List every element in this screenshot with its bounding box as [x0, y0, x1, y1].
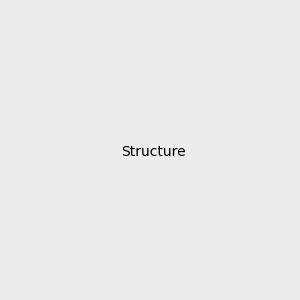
Text: Structure: Structure	[122, 145, 186, 158]
